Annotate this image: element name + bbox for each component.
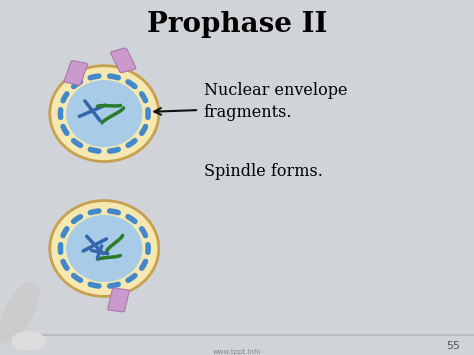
Text: Prophase II: Prophase II xyxy=(147,11,327,38)
FancyBboxPatch shape xyxy=(64,61,88,85)
Text: 55: 55 xyxy=(446,342,460,351)
Ellipse shape xyxy=(0,282,39,343)
Ellipse shape xyxy=(50,66,159,162)
Ellipse shape xyxy=(12,332,45,350)
Text: Nuclear envelope
fragments.: Nuclear envelope fragments. xyxy=(204,82,347,121)
Text: www.tppt.info: www.tppt.info xyxy=(213,349,261,355)
FancyBboxPatch shape xyxy=(110,48,136,73)
Ellipse shape xyxy=(66,80,142,147)
Text: Spindle forms.: Spindle forms. xyxy=(204,163,323,180)
Ellipse shape xyxy=(50,201,159,296)
Ellipse shape xyxy=(66,215,142,282)
FancyBboxPatch shape xyxy=(108,288,129,312)
